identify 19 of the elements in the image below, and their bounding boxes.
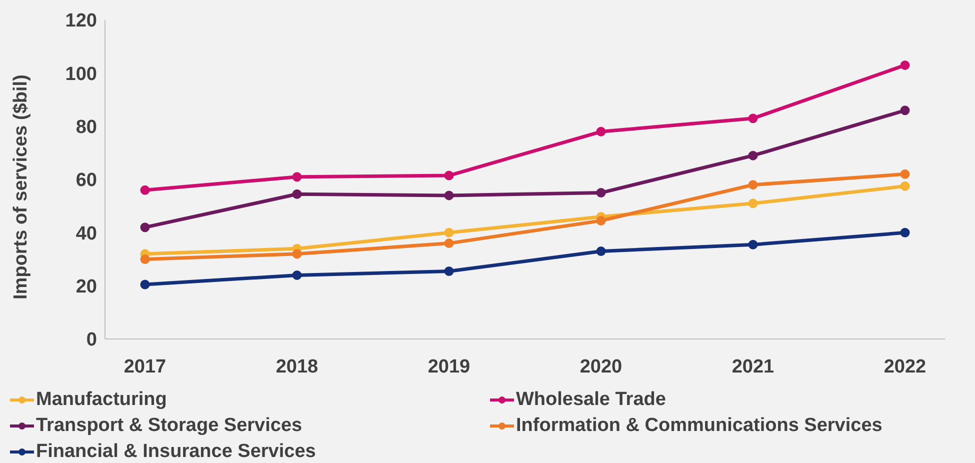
legend-label: Transport & Storage Services (36, 415, 302, 437)
y-tick-label: 40 (76, 223, 97, 244)
x-tick-label: 2021 (732, 356, 775, 378)
y-tick-label: 0 (86, 330, 97, 351)
y-tick-label: 80 (76, 117, 97, 138)
legend-label: Financial & Insurance Services (36, 441, 316, 463)
legend-label: Wholesale Trade (516, 389, 666, 411)
x-tick-label: 2020 (580, 356, 622, 378)
y-tick-label: 20 (76, 276, 97, 298)
x-tick-label: 2017 (124, 356, 166, 378)
y-tick-label: 100 (65, 64, 97, 85)
x-tick-label: 2018 (276, 356, 318, 378)
x-tick-label: 2022 (884, 356, 926, 378)
legend-label: Information & Communications Services (516, 415, 882, 437)
y-tick-label: 120 (65, 10, 97, 32)
y-axis-title: Imports of services ($bil) (10, 74, 32, 300)
y-tick-label: 60 (76, 170, 97, 192)
x-tick-label: 2019 (428, 356, 470, 378)
legend-label: Manufacturing (36, 389, 167, 411)
